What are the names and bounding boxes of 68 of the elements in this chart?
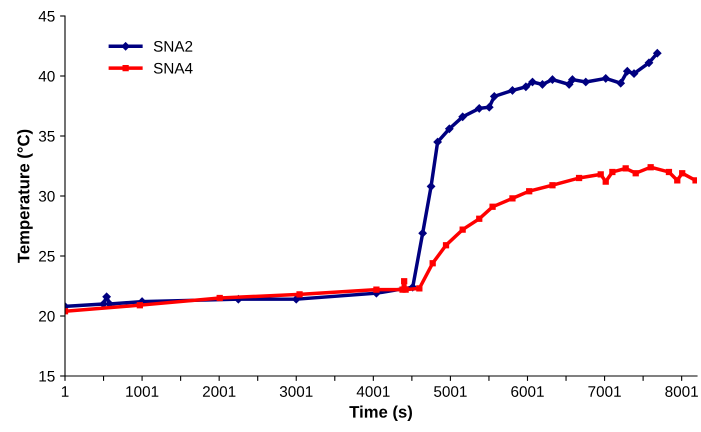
x-tick-label: 4001 [356,386,390,397]
point [622,165,629,172]
point [216,294,223,302]
x-tick-label: 3001 [280,386,312,397]
point [526,188,532,194]
point [666,168,672,176]
y-tick-label: 40 [38,70,55,82]
point [630,69,638,78]
point [653,49,662,58]
point [623,67,632,76]
legend-label: SNA4 [154,62,193,74]
point [102,292,111,301]
point [674,177,680,184]
x-tick-label: 1001 [126,386,158,397]
point [401,278,408,284]
point [564,80,574,89]
point [433,138,442,146]
point [602,74,610,83]
point [582,78,590,86]
point [445,124,454,133]
point [489,204,496,210]
point [648,164,654,170]
point [598,171,604,178]
point [549,182,556,188]
point [568,75,577,84]
point [136,302,143,308]
point [644,58,654,67]
point [509,195,516,202]
point [373,286,380,293]
point [632,170,639,176]
point [548,75,557,84]
point [528,78,537,86]
x-tick-label: 1 [62,386,69,397]
point [522,82,530,91]
point [485,103,494,112]
point [508,86,517,95]
point [609,168,616,176]
point [418,229,427,238]
point [576,174,582,182]
point [460,226,466,233]
y-axis-title: Temperature (°C) [17,130,33,263]
y-tick-label: 15 [39,371,55,382]
x-tick-label: 8001 [665,386,698,397]
point [458,112,467,121]
y-tick-label: 45 [38,11,55,22]
point [416,285,422,292]
point [490,92,498,101]
y-tick-label: 35 [38,130,55,142]
legend-label: SNA2 [154,40,192,52]
point [616,79,625,88]
point [402,286,409,293]
y-tick-label: 20 [39,310,55,322]
point [692,177,697,184]
x-tick-label: 5001 [434,386,467,397]
point [442,242,450,248]
point [538,80,547,89]
point [679,170,686,176]
x-axis-title: Time (s) [349,406,412,422]
x-tick-label: 7001 [588,386,621,397]
point [430,260,436,266]
point [476,216,482,222]
point [475,104,484,113]
y-tick-label: 30 [38,190,55,202]
y-tick-label: 25 [39,250,55,262]
point [296,291,303,298]
x-tick-label: 6001 [511,386,544,397]
point [426,182,436,191]
x-tick-label: 2001 [202,386,236,397]
